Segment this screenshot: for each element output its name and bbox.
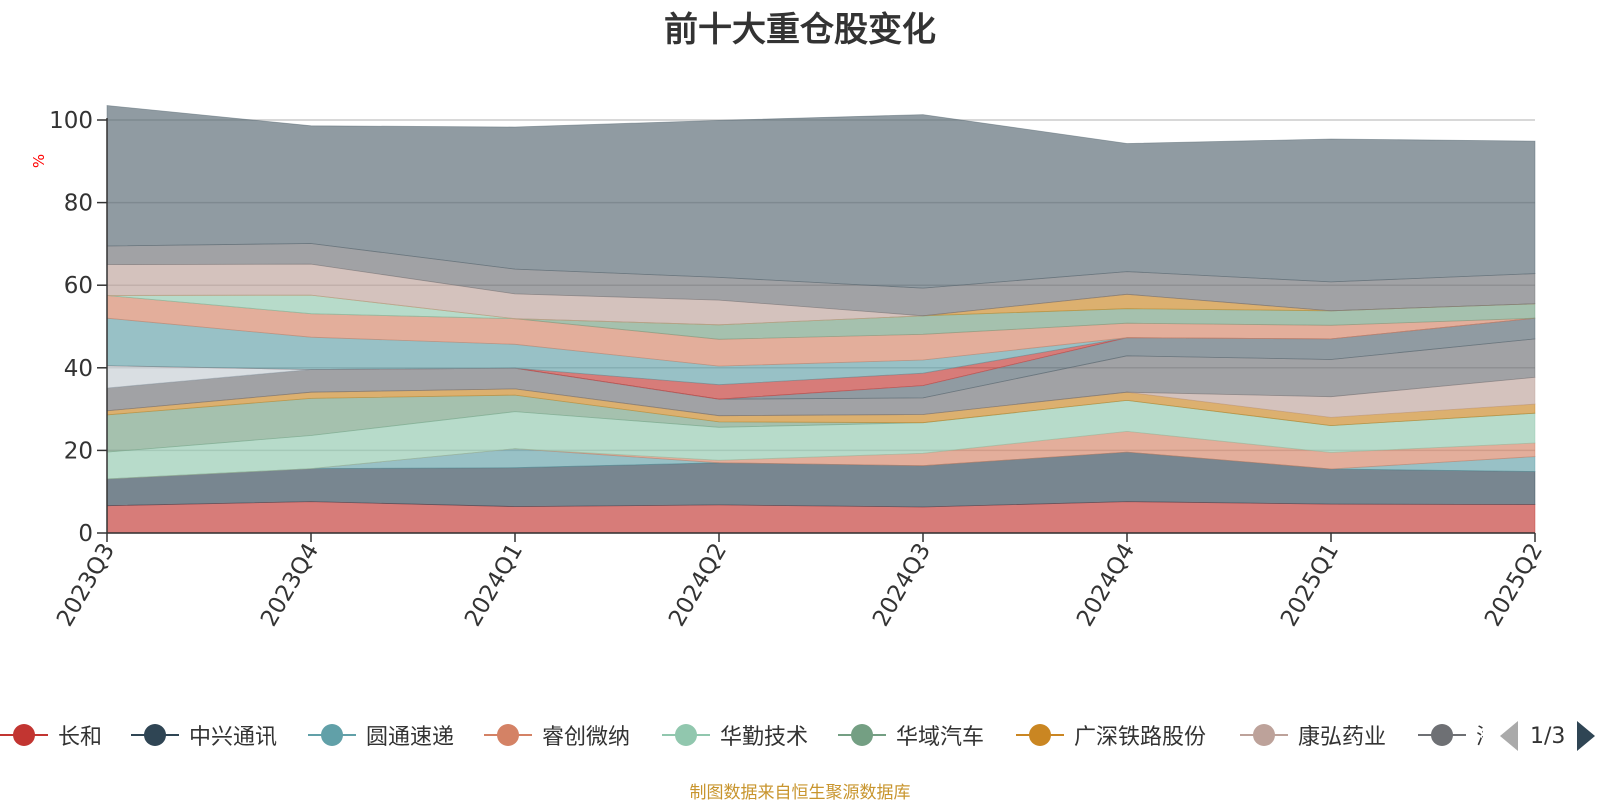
y-tick-label: 80 bbox=[64, 191, 93, 217]
page-indicator: 1/3 bbox=[1530, 723, 1566, 749]
prev-page-icon[interactable] bbox=[1500, 721, 1518, 751]
y-tick-label: 0 bbox=[78, 521, 93, 547]
y-tick-label: 60 bbox=[64, 273, 93, 299]
legend-item[interactable]: 中兴通讯 bbox=[131, 718, 277, 752]
x-tick-label: 2025Q2 bbox=[1480, 539, 1548, 631]
x-tick-label: 2025Q1 bbox=[1276, 539, 1344, 631]
legend-item[interactable]: 华域汽车 bbox=[838, 718, 984, 752]
area-series-19[interactable] bbox=[106, 105, 1536, 289]
legend-marker-icon bbox=[838, 722, 886, 748]
legend-marker-icon bbox=[1240, 722, 1288, 748]
x-tick-label: 2024Q3 bbox=[868, 539, 936, 631]
x-tick-label: 2023Q4 bbox=[256, 539, 324, 631]
legend-label: 睿创微纳 bbox=[542, 725, 631, 750]
legend-label: 康弘药业 bbox=[1298, 725, 1387, 750]
legend-marker-icon bbox=[1016, 722, 1064, 748]
stacked-area-chart: 0 20 40 60 80 100 2023Q3 2023Q4 2024Q1 2024Q2 2024… bbox=[30, 105, 1548, 631]
legend-item[interactable]: 圆通速递 bbox=[308, 718, 454, 752]
legend-label: 长和 bbox=[58, 725, 103, 750]
legend-label: 广深铁路股份 bbox=[1074, 725, 1207, 750]
legend-label: 中兴通讯 bbox=[189, 725, 278, 750]
x-tick-label: 2023Q3 bbox=[52, 539, 120, 631]
legend-label: 圆通速递 bbox=[366, 725, 455, 750]
y-tick-label: 40 bbox=[64, 356, 93, 382]
legend-marker-icon bbox=[308, 722, 356, 748]
legend-marker-icon bbox=[1418, 722, 1466, 748]
x-tick-label: 2024Q1 bbox=[460, 539, 528, 631]
legend-label: 华域汽车 bbox=[896, 725, 985, 750]
legend-item[interactable]: 海 bbox=[1418, 718, 1483, 752]
legend-item[interactable]: 长和 bbox=[0, 718, 102, 752]
legend-marker-icon bbox=[484, 722, 532, 748]
x-tick-label: 2024Q4 bbox=[1072, 539, 1140, 631]
y-tick-label: 20 bbox=[64, 438, 93, 464]
legend-label: 华勤技术 bbox=[720, 725, 809, 750]
legend-label: 海 bbox=[1476, 719, 1483, 751]
y-tick-label: 100 bbox=[49, 108, 93, 134]
x-tick-label: 2024Q2 bbox=[664, 539, 732, 631]
next-page-icon[interactable] bbox=[1577, 721, 1596, 751]
legend-pager: 1/3 bbox=[1500, 716, 1596, 756]
legend-marker-icon bbox=[131, 722, 179, 748]
source-note: 制图数据来自恒生聚源数据库 bbox=[689, 783, 911, 803]
legend-marker-icon bbox=[0, 722, 48, 748]
legend-item[interactable]: 康弘药业 bbox=[1240, 718, 1386, 752]
legend-items: 长和 中兴通讯 圆通速递 睿创微纳 华勤技术 华域汽车 广深铁路股份 康弘药业 海 bbox=[0, 716, 1483, 756]
legend-item[interactable]: 华勤技术 bbox=[662, 718, 808, 752]
legend-item[interactable]: 睿创微纳 bbox=[484, 718, 630, 752]
chart-title: 前十大重仓股变化 bbox=[664, 10, 936, 50]
y-axis-label: % bbox=[30, 154, 48, 168]
legend-item[interactable]: 广深铁路股份 bbox=[1016, 718, 1206, 752]
legend-marker-icon bbox=[662, 722, 710, 748]
series-areas bbox=[106, 105, 1536, 534]
legend: 长和 中兴通讯 圆通速递 睿创微纳 华勤技术 华域汽车 广深铁路股份 康弘药业 海 1/3 bbox=[0, 716, 1600, 756]
